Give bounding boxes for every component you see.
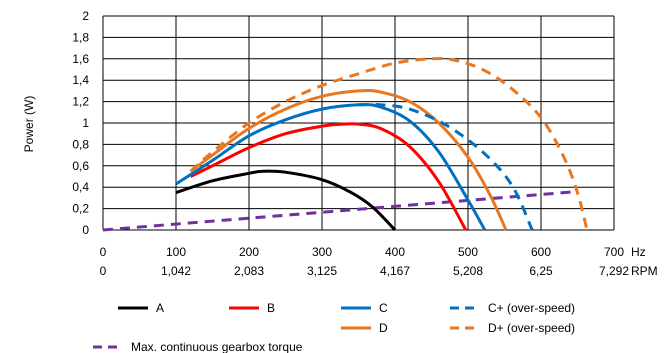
x-tick-label-hz: 700 — [604, 245, 624, 259]
y-tick-label: 1 — [82, 116, 89, 130]
x-tick-label-rpm: 5,208 — [453, 264, 483, 278]
y-tick-label: 0,4 — [72, 180, 89, 194]
y-tick-label: 0,8 — [72, 137, 89, 151]
y-tick-label: 0,2 — [72, 202, 89, 216]
x-tick-label-hz: 300 — [312, 245, 332, 259]
x-axis-unit-hz: Hz — [631, 245, 646, 259]
y-tick-label: 1,4 — [72, 73, 89, 87]
series-line-d-over-speed — [189, 56, 589, 231]
chart-series — [102, 56, 589, 232]
x-tick-label-rpm: 6,25 — [529, 264, 553, 278]
y-tick-label: 0,6 — [72, 159, 89, 173]
legend-label-max-continuous-gearbox-torque: Max. continuous gearbox torque — [131, 340, 303, 353]
x-tick-label-rpm: 0 — [100, 264, 107, 278]
x-tick-label-rpm: 7,292 — [599, 264, 629, 278]
x-tick-label-hz: 200 — [239, 245, 259, 259]
x-tick-label-rpm: 2,083 — [234, 264, 264, 278]
x-tick-label-hz: 500 — [458, 245, 478, 259]
x-tick-label-rpm: 1,042 — [161, 264, 191, 278]
series-line-max-continuous-gearbox-torque — [102, 190, 578, 232]
y-tick-label: 1,6 — [72, 52, 89, 66]
series-line-c-over-speed — [358, 102, 534, 231]
legend-label-c: C — [379, 301, 388, 315]
y-tick-label: 1,2 — [72, 95, 89, 109]
series-line-d — [189, 88, 508, 231]
y-tick-label: 0 — [82, 223, 89, 237]
x-axis-ticks: 0 0 100 1,042 200 2,083 300 3,125 400 4,167 500 5,2… — [100, 245, 630, 278]
x-tick-label-hz: 100 — [166, 245, 186, 259]
y-tick-label: 2 — [82, 9, 89, 23]
legend-label-c-over-speed: C+ (over-speed) — [488, 301, 575, 315]
legend-label-b: B — [267, 301, 275, 315]
x-tick-label-rpm: 4,167 — [380, 264, 410, 278]
x-tick-label-hz: 600 — [531, 245, 551, 259]
legend-label-a: A — [156, 301, 164, 315]
x-tick-label-hz: 400 — [385, 245, 405, 259]
chart-legend: A B C C+ (over-speed) D D+ (over-speed) Max. c… — [93, 301, 575, 353]
y-axis-title: Power (W) — [22, 96, 36, 153]
y-tick-label: 1,8 — [72, 30, 89, 44]
y-axis-ticks: 0 0,2 0,4 0,6 0,8 1 1,2 1,4 1,6 1,8 2 — [72, 9, 89, 237]
x-tick-label-rpm: 3,125 — [307, 264, 337, 278]
series-line-a — [175, 169, 397, 232]
x-axis-unit-rpm: RPM — [631, 264, 658, 278]
series-line-b — [189, 122, 468, 231]
legend-label-d-over-speed: D+ (over-speed) — [488, 321, 575, 335]
x-tick-label-hz: 0 — [100, 245, 107, 259]
legend-label-d: D — [379, 321, 388, 335]
